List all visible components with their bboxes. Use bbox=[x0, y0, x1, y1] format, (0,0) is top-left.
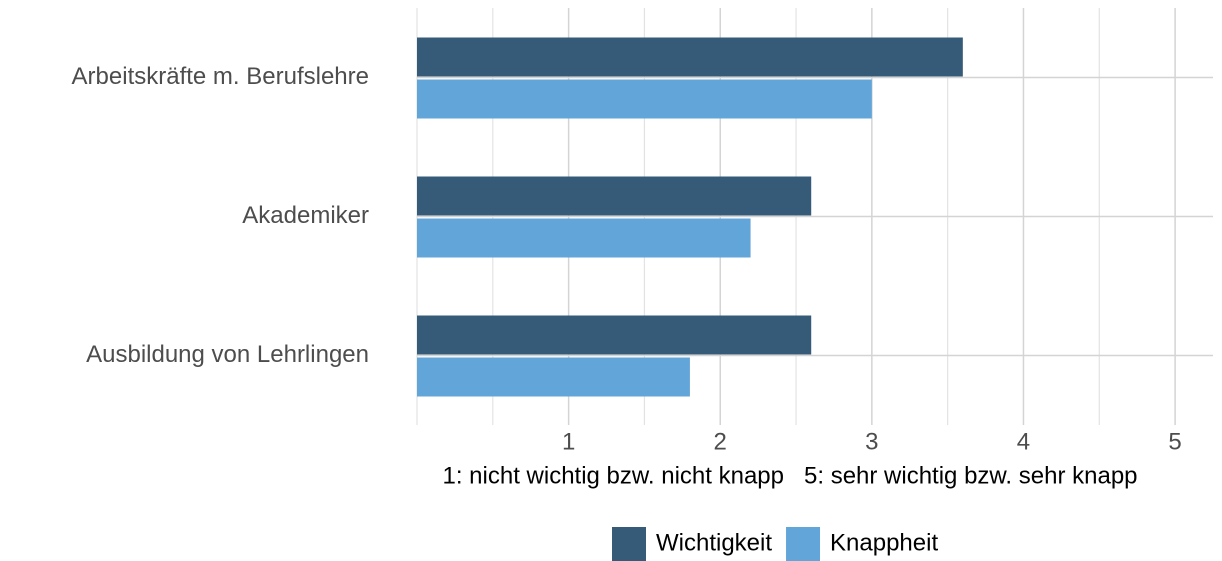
legend-label: Knappheit bbox=[830, 529, 938, 556]
bar bbox=[417, 315, 812, 355]
legend-swatch bbox=[786, 527, 821, 561]
x-tick-label: 1 bbox=[562, 428, 575, 455]
bar bbox=[417, 176, 812, 216]
x-axis-label: 1: nicht wichtig bzw. nicht knapp 5: seh… bbox=[442, 462, 1137, 489]
y-tick-label: Ausbildung von Lehrlingen bbox=[86, 341, 369, 368]
bar bbox=[417, 357, 690, 397]
y-tick-label: Akademiker bbox=[242, 202, 369, 229]
bar bbox=[417, 37, 963, 77]
legend-label: Wichtigkeit bbox=[656, 529, 772, 556]
x-tick-label: 4 bbox=[1017, 428, 1030, 455]
x-tick-label: 3 bbox=[865, 428, 878, 455]
x-tick-label: 2 bbox=[714, 428, 727, 455]
y-tick-label: Arbeitskräfte m. Berufslehre bbox=[72, 63, 369, 90]
bar bbox=[417, 79, 872, 119]
legend-swatch bbox=[612, 527, 646, 561]
x-tick-label: 5 bbox=[1168, 428, 1181, 455]
bar bbox=[417, 218, 751, 258]
